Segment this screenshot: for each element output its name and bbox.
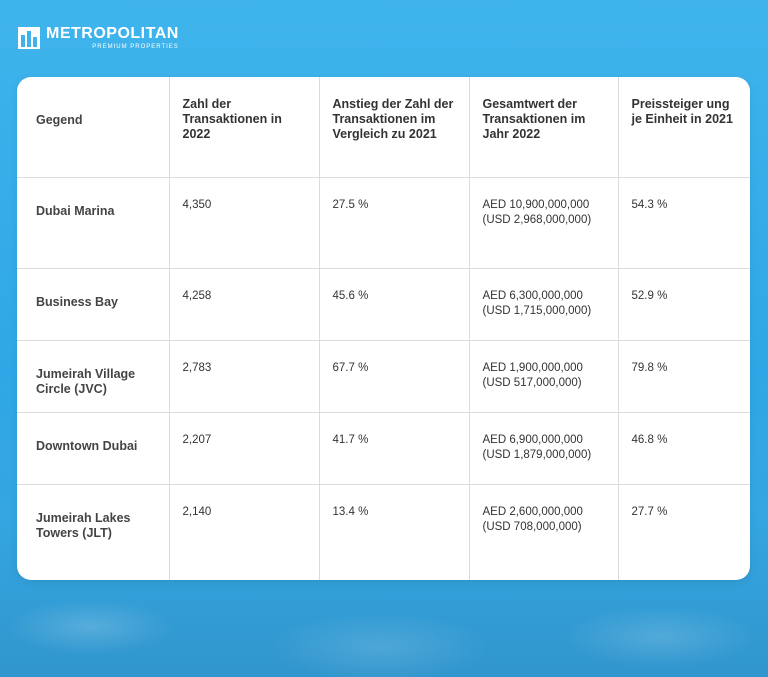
transactions-table-card: Gegend Zahl der Transaktionen in 2022 An… (17, 77, 750, 580)
cell-price-increase: 79.8 % (617, 339, 750, 413)
cell-increase: 27.5 % (318, 176, 470, 269)
transactions-table: Gegend Zahl der Transaktionen in 2022 An… (17, 77, 750, 580)
header-count: Zahl der Transaktionen in 2022 (168, 77, 320, 178)
value-usd: (USD 2,968,000,000) (482, 213, 592, 226)
cell-region: Jumeirah Lakes Towers (JLT) (17, 483, 170, 580)
cell-region: Jumeirah Village Circle (JVC) (17, 339, 170, 413)
brand-name: METROPOLITAN (46, 25, 179, 42)
value-aed: AED 2,600,000,000 (482, 505, 583, 518)
cell-count: 4,258 (168, 267, 320, 341)
cell-count: 2,140 (168, 483, 320, 580)
value-usd: (USD 517,000,000) (482, 376, 582, 389)
value-aed: AED 6,900,000,000 (482, 433, 583, 446)
cell-total-value: AED 10,900,000,000 (USD 2,968,000,000) (468, 176, 619, 269)
cell-price-increase: 27.7 % (617, 483, 750, 580)
table-header-row: Gegend Zahl der Transaktionen in 2022 An… (17, 77, 750, 178)
cell-region: Dubai Marina (17, 176, 170, 269)
cell-region: Downtown Dubai (17, 411, 170, 485)
header-region: Gegend (17, 77, 170, 178)
cell-total-value: AED 1,900,000,000 (USD 517,000,000) (468, 339, 619, 413)
cell-count: 2,783 (168, 339, 320, 413)
table-row: Business Bay 4,258 45.6 % AED 6,300,000,… (17, 267, 750, 341)
cell-total-value: AED 6,300,000,000 (USD 1,715,000,000) (468, 267, 619, 341)
brand-tagline: PREMIUM PROPERTIES (92, 44, 179, 50)
cell-increase: 45.6 % (318, 267, 470, 341)
cell-total-value: AED 6,900,000,000 (USD 1,879,000,000) (468, 411, 619, 485)
table-row: Dubai Marina 4,350 27.5 % AED 10,900,000… (17, 176, 750, 269)
value-usd: (USD 1,715,000,000) (482, 304, 592, 317)
cell-count: 2,207 (168, 411, 320, 485)
brand-logo: METROPOLITAN PREMIUM PROPERTIES (18, 26, 179, 50)
table-row: Downtown Dubai 2,207 41.7 % AED 6,900,00… (17, 411, 750, 485)
header-increase: Anstieg der Zahl der Transaktionen im Ve… (318, 77, 470, 178)
cell-price-increase: 46.8 % (617, 411, 750, 485)
cell-price-increase: 52.9 % (617, 267, 750, 341)
cell-count: 4,350 (168, 176, 320, 269)
cell-increase: 13.4 % (318, 483, 470, 580)
building-logo-icon (18, 27, 40, 49)
value-aed: AED 1,900,000,000 (482, 361, 583, 374)
cell-total-value: AED 2,600,000,000 (USD 708,000,000) (468, 483, 619, 580)
header-total-value: Gesamtwert der Transaktionen im Jahr 202… (468, 77, 619, 178)
value-usd: (USD 1,879,000,000) (482, 448, 592, 461)
table-row: Jumeirah Lakes Towers (JLT) 2,140 13.4 %… (17, 483, 750, 580)
value-aed: AED 6,300,000,000 (482, 289, 583, 302)
cell-increase: 41.7 % (318, 411, 470, 485)
header-price-increase: Preissteiger ung je Einheit in 2021 (617, 77, 750, 178)
cell-price-increase: 54.3 % (617, 176, 750, 269)
cell-region: Business Bay (17, 267, 170, 341)
value-aed: AED 10,900,000,000 (482, 198, 590, 211)
cell-increase: 67.7 % (318, 339, 470, 413)
value-usd: (USD 708,000,000) (482, 520, 582, 533)
table-row: Jumeirah Village Circle (JVC) 2,783 67.7… (17, 339, 750, 413)
